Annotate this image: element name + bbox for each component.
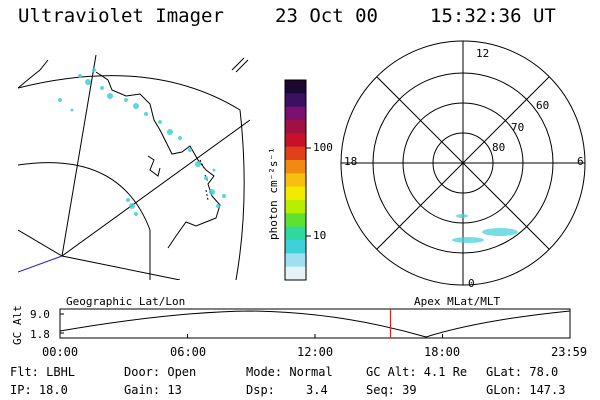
colorbar-swatch [285, 173, 306, 188]
info-gain: Gain: 13 [124, 383, 182, 397]
mlt-label-18: 18 [344, 155, 358, 168]
colorbar-swatch [285, 120, 306, 134]
aurora-emission-polar [452, 214, 518, 243]
colorbar-swatch [285, 106, 306, 121]
timeline-xtick-0: 00:00 [42, 345, 79, 359]
mlt-label-12: 12 [476, 47, 490, 60]
timeline-xtick-1: 06:00 [170, 345, 207, 359]
colorbar-swatches [285, 80, 306, 281]
meridian-1 [61, 54, 97, 257]
info-gc-alt: GC Alt: 4.1 Re [366, 365, 468, 379]
colorbar-tick-100: 100 [313, 141, 333, 154]
info-glat: GLat: 78.0 [486, 365, 559, 379]
dawn-line [18, 255, 63, 273]
altitude-curve [59, 310, 571, 338]
colorbar-swatch [285, 93, 306, 108]
latitude-arc-outer [18, 75, 245, 280]
info-mode: Mode: Normal [246, 365, 333, 379]
timeline-ytick-low: 1.8 [30, 328, 50, 341]
info-seq: Seq: 39 [366, 383, 417, 397]
colorbar-tick-10: 10 [313, 229, 327, 242]
meridian-4 [18, 229, 63, 257]
observation-time: 15:32:36 UT [430, 5, 556, 27]
timeline-xtick-3: 18:00 [424, 345, 461, 359]
timeline-xtick-4: 23:59 [551, 345, 588, 359]
timeline-xtick-2: 12:00 [297, 345, 334, 359]
colorbar-swatch [285, 200, 306, 214]
colorbar-swatch [285, 146, 306, 161]
mlt-label-6: 6 [577, 155, 584, 168]
polar-diagonal-2 [376, 76, 550, 250]
colorbar-swatch [285, 133, 306, 148]
header: Ultraviolet Imager 23 Oct 00 15:32:36 UT [0, 0, 600, 36]
timeline-ytick-high: 9.0 [30, 308, 50, 321]
lat-label-70: 70 [511, 121, 525, 134]
coastline [18, 59, 221, 249]
colorbar-swatch [285, 213, 306, 228]
limb-mark-2 [235, 59, 249, 73]
colorbar-swatch [285, 240, 306, 254]
info-glon: GLon: 147.3 [486, 383, 566, 397]
meridian-3 [61, 255, 181, 280]
lat-label-80: 80 [492, 141, 506, 154]
colorbar-swatch [285, 253, 306, 268]
meridian-2 [61, 119, 250, 257]
aurora-emission-map [58, 68, 226, 216]
info-dsp-label: Dsp: [246, 383, 275, 397]
observation-date: 23 Oct 00 [275, 5, 378, 27]
instrument-title: Ultraviolet Imager [18, 5, 224, 27]
limb-mark [231, 57, 245, 71]
info-dsp-value: 3.4 [306, 383, 328, 397]
colorbar-swatch [285, 226, 306, 241]
info-filter: Flt: LBHL [10, 365, 76, 379]
latitude-arc-inner [18, 162, 151, 280]
timeline-ticks [59, 334, 571, 338]
lat-label-60: 60 [536, 99, 550, 112]
colorbar-swatch [285, 160, 306, 174]
colorbar-swatch [285, 186, 306, 201]
info-door: Door: Open [124, 365, 197, 379]
timeline-right-label: Apex MLat/MLT [414, 295, 501, 308]
colorbar-swatch [285, 80, 306, 94]
mlt-label-0: 0 [468, 277, 475, 290]
info-ip: IP: 18.0 [10, 383, 68, 397]
colorbar-swatch [285, 266, 306, 281]
timeline-left-label: Geographic Lat/Lon [66, 295, 186, 308]
